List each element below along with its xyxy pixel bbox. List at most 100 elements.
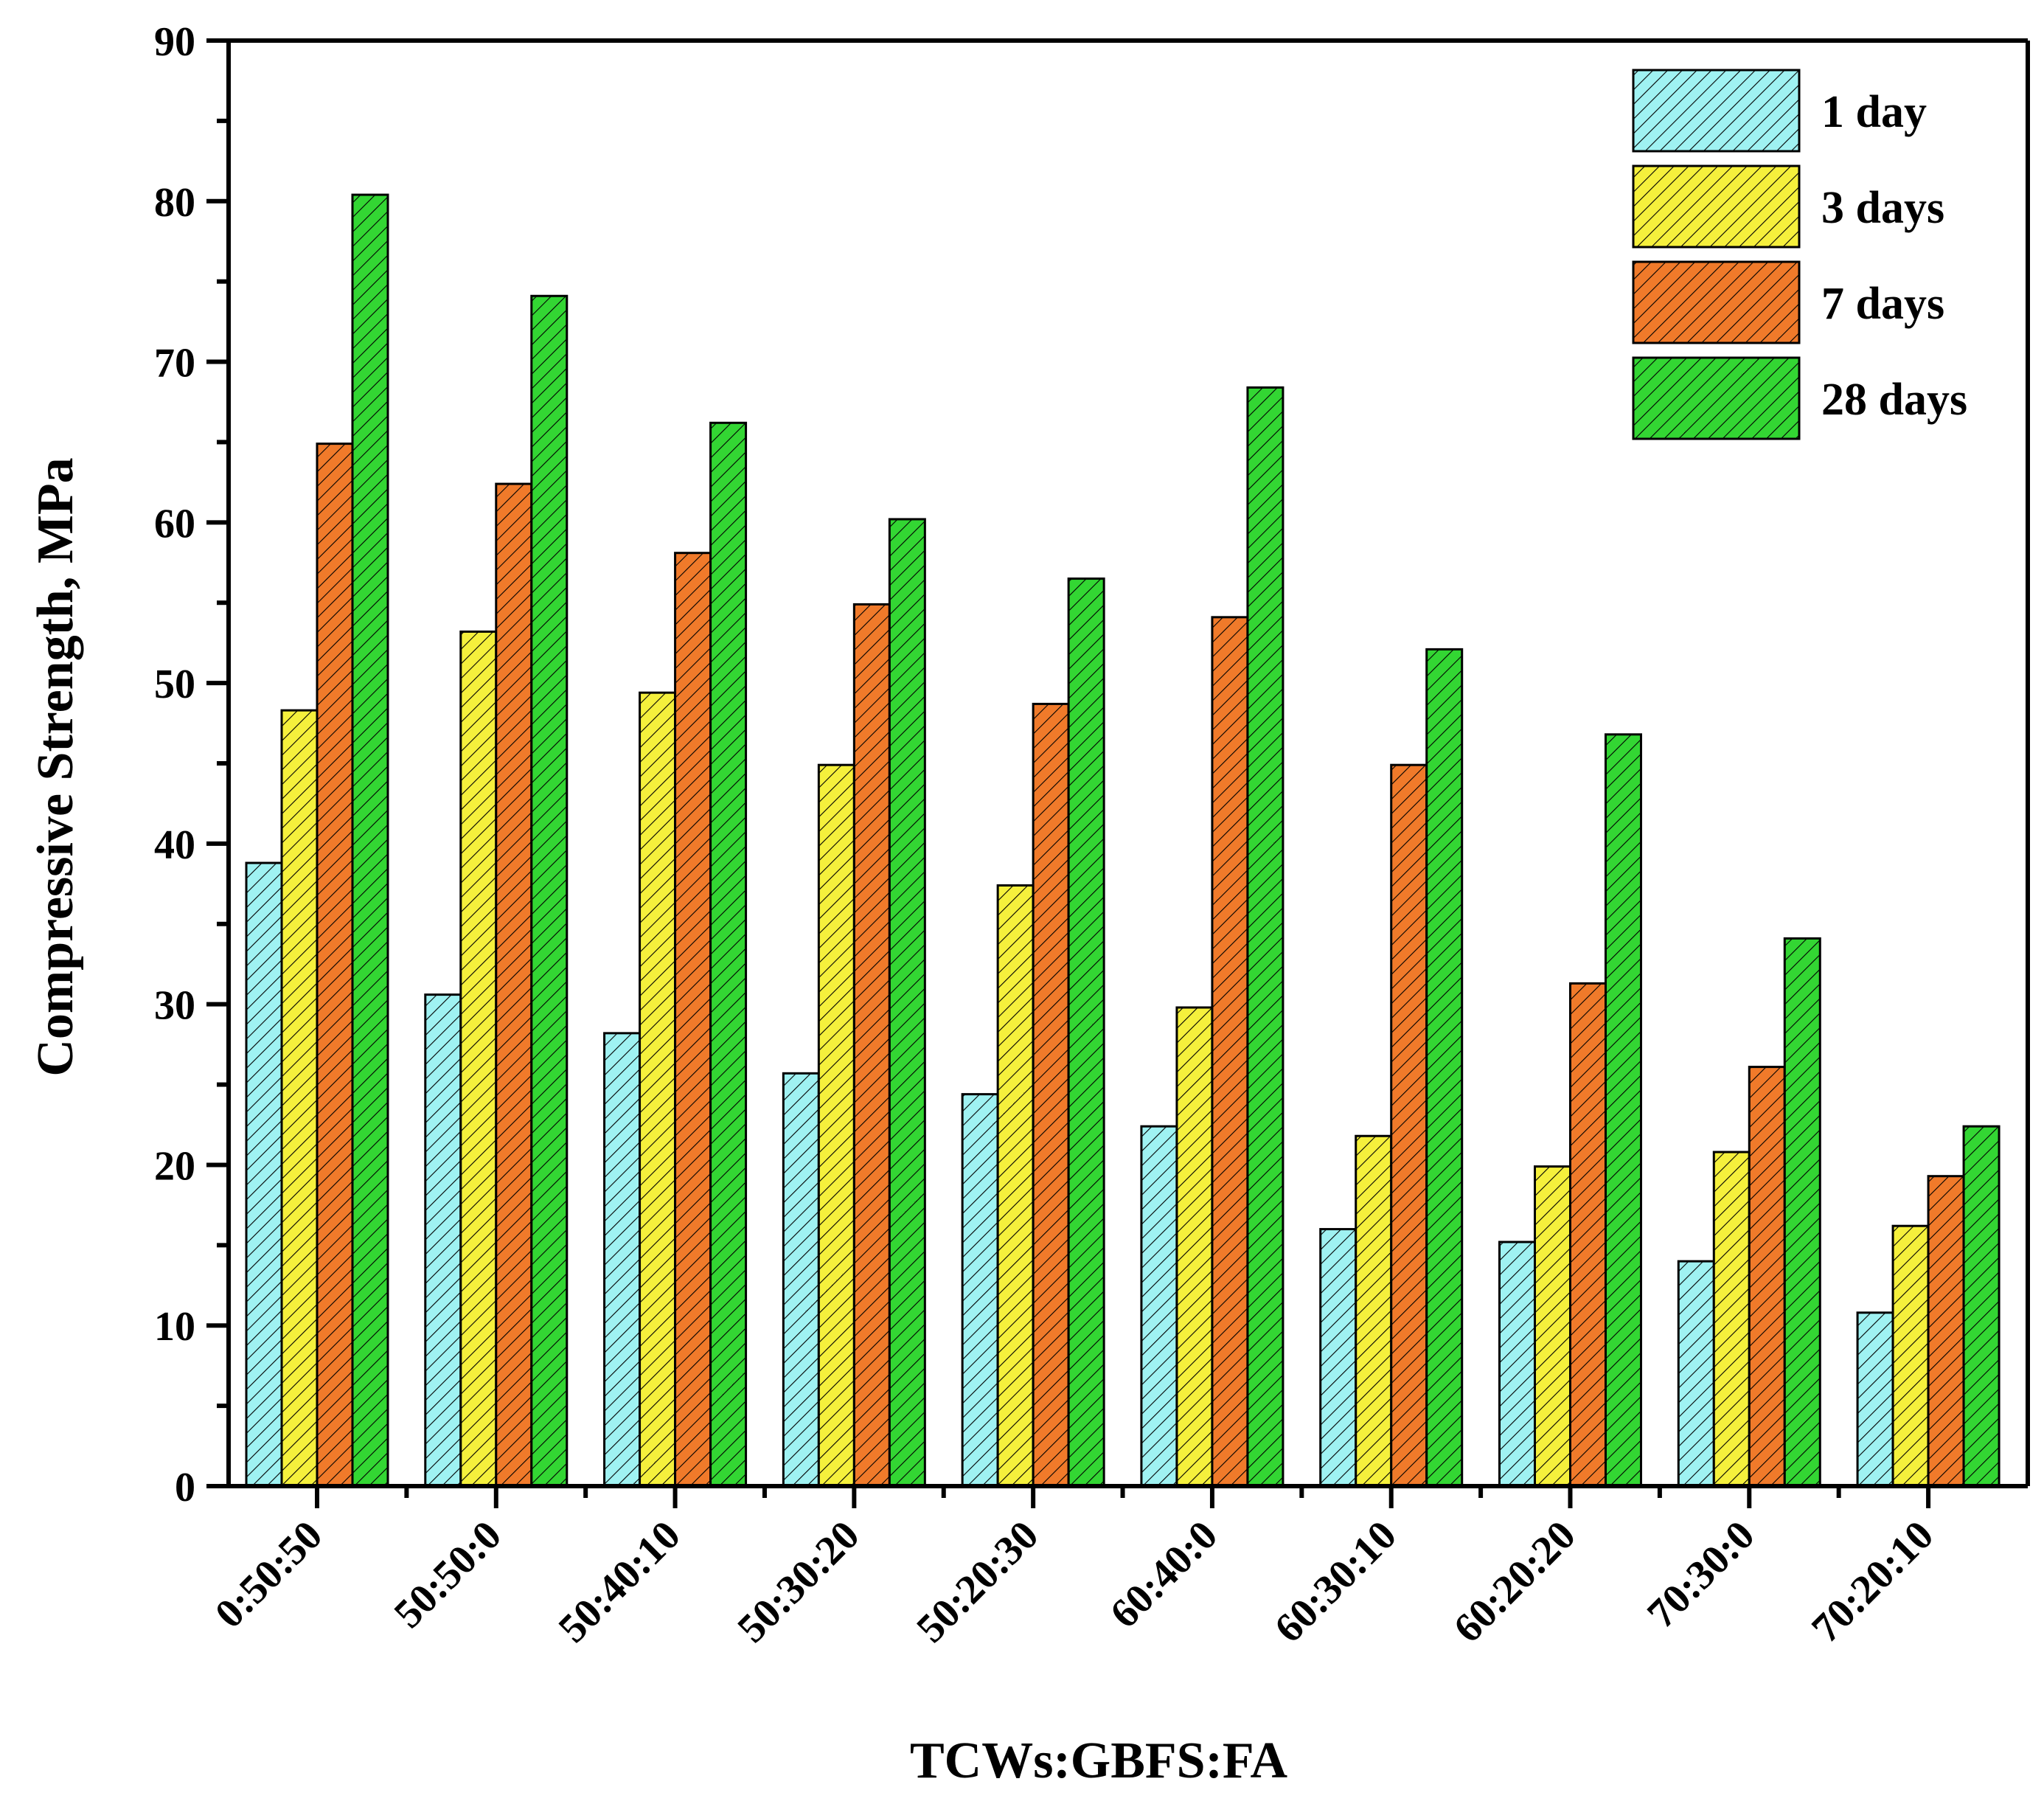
bar-outline [1246,386,1285,1488]
y-tick-label: 30 [154,983,195,1029]
bar [1962,1125,2000,1488]
bar [888,518,926,1488]
bar [1175,1006,1214,1488]
bar [782,1072,820,1488]
bar [709,421,748,1488]
bar [351,193,389,1488]
y-tick-label: 20 [154,1143,195,1189]
bar [1390,763,1428,1488]
bar [1748,1066,1786,1488]
bar-outline [1319,1228,1358,1488]
legend-swatch-outline [1632,69,1801,153]
bar [1498,1241,1537,1488]
y-axis-title: Compressive Strength, MPa [27,457,84,1076]
bar [1355,1134,1393,1488]
bar [603,1032,642,1488]
bar-outline [709,421,748,1488]
y-tick-label: 70 [154,341,195,386]
x-tick-label: 60:30:10 [1266,1512,1405,1651]
bar [852,603,891,1488]
bar-outline [1390,763,1428,1488]
legend-swatch-outline [1632,260,1801,344]
bar-outline [1891,1224,1930,1488]
bar-outline [1211,616,1249,1488]
x-axis-title: TCWs:GBFS:FA [910,1732,1287,1789]
bar-outline [1748,1066,1786,1488]
x-tick-label: 50:30:20 [729,1512,869,1651]
bar [1032,702,1070,1488]
x-tick-label: 50:20:30 [908,1512,1047,1651]
bar-outline [1140,1125,1178,1488]
bar-outline [996,884,1035,1488]
bar [495,482,533,1488]
legend-swatch-outline [1632,164,1801,249]
bar [1677,1260,1715,1488]
bar-outline [782,1072,820,1488]
y-tick-label: 40 [154,822,195,868]
x-tick-label: 70:20:10 [1803,1512,1942,1651]
bar-outline [1425,648,1464,1488]
bar-outline [424,993,462,1488]
legend-item: 1 day [1632,69,1927,153]
bar-outline [1783,937,1821,1488]
bar-outline [1175,1006,1214,1488]
bar-outline [1355,1134,1393,1488]
legend-label: 7 days [1821,279,1944,329]
bar [1319,1228,1358,1488]
bar [245,861,283,1488]
bar-outline [245,861,283,1488]
y-tick-label: 90 [154,19,195,65]
bar [1425,648,1464,1488]
bar [1211,616,1249,1488]
bar [1246,386,1285,1488]
legend-item: 3 days [1632,164,1944,249]
bar [996,884,1035,1488]
bar-outline [351,193,389,1488]
bar [1927,1175,1965,1488]
bar-outline [674,552,712,1488]
bar-outline [1712,1151,1751,1488]
bar-outline [530,294,569,1488]
bar-outline [459,630,498,1488]
bar [1605,733,1643,1488]
x-tick-label: 60:20:20 [1445,1512,1585,1651]
legend-item: 28 days [1632,356,1967,440]
x-tick-label: 50:40:10 [550,1512,689,1651]
bar [674,552,712,1488]
y-tick-label: 0 [175,1465,195,1510]
bars-group [245,193,2000,1488]
bar-outline [280,709,319,1488]
legend-label: 28 days [1821,375,1967,425]
bar-outline [639,691,677,1488]
bar [280,709,319,1488]
bar [316,443,354,1488]
bar-outline [603,1032,642,1488]
bar-outline [1534,1165,1572,1488]
bar [1067,577,1105,1488]
bar [1856,1311,1894,1488]
y-tick-label: 80 [154,180,195,226]
bar-outline [1677,1260,1715,1488]
bar [1891,1224,1930,1488]
legend-label: 1 day [1821,87,1927,137]
bar [530,294,569,1488]
bar-outline [1498,1241,1537,1488]
bar [1140,1125,1178,1488]
bar [459,630,498,1488]
bar-outline [1032,702,1070,1488]
bar-outline [316,443,354,1488]
legend-swatch-outline [1632,356,1801,440]
bar [1712,1151,1751,1488]
legend-item: 7 days [1632,260,1944,344]
bar-outline [888,518,926,1488]
bar-outline [961,1093,999,1488]
bar-outline [1569,982,1607,1488]
x-tick-label: 70:30:0 [1638,1512,1763,1637]
x-tick-label: 0:50:50 [206,1512,331,1637]
bar [961,1093,999,1488]
bar-outline [1605,733,1643,1488]
bar-outline [495,482,533,1488]
bar [1569,982,1607,1488]
bar-outline [1856,1311,1894,1488]
